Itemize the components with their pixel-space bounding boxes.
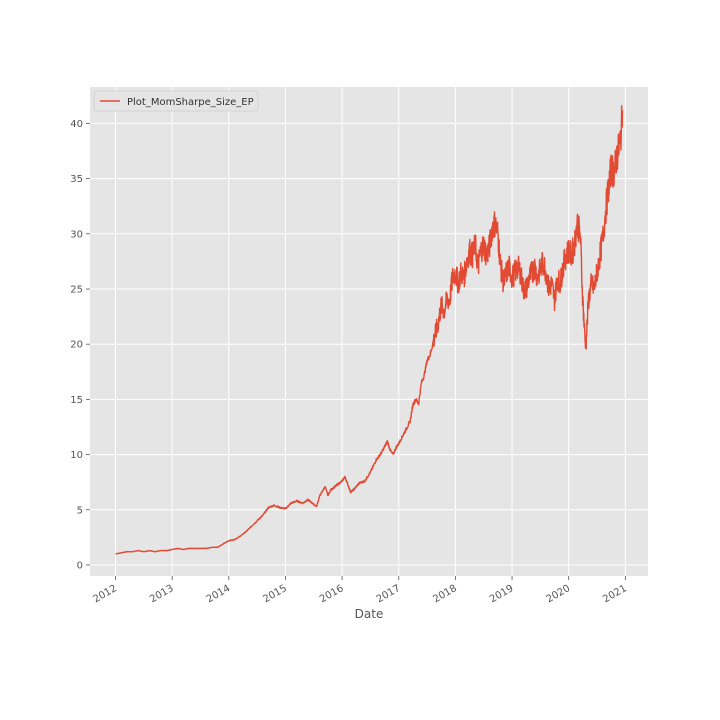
x-tick-label: 2013 xyxy=(148,583,176,605)
x-tick-label: 2016 xyxy=(318,583,346,605)
y-tick-label: 15 xyxy=(70,395,83,406)
y-tick-label: 35 xyxy=(70,174,83,185)
legend-box xyxy=(93,90,259,112)
x-axis-title: Date xyxy=(355,607,384,621)
y-tick-label: 30 xyxy=(70,229,83,240)
y-axis: 0 5 10 15 20 25 30 35 40 xyxy=(70,119,90,571)
x-tick-label: 2020 xyxy=(545,583,573,605)
x-tick-label: 2018 xyxy=(431,583,459,605)
y-tick-label: 25 xyxy=(70,285,83,296)
x-tick-label: 2019 xyxy=(488,583,516,605)
series-line xyxy=(115,105,624,555)
grid-lines xyxy=(90,87,648,576)
x-axis: 2012 2013 2014 2015 2016 2017 2018 2019 2020 2021 xyxy=(91,576,629,605)
x-tick-label: 2012 xyxy=(91,583,119,605)
legend-entry-label: Plot_MomSharpe_Size_EP xyxy=(127,97,254,108)
y-tick-label: 10 xyxy=(70,450,83,461)
plot-area-background xyxy=(90,87,648,576)
x-tick-label: 2014 xyxy=(205,583,233,605)
y-tick-label: 5 xyxy=(77,505,83,516)
legend: Plot_MomSharpe_Size_EP xyxy=(93,90,259,112)
y-tick-label: 40 xyxy=(70,119,83,130)
series-layer xyxy=(115,105,624,555)
x-tick-label: 2017 xyxy=(375,583,403,605)
x-tick-label: 2021 xyxy=(601,583,629,605)
y-tick-label: 20 xyxy=(70,340,83,351)
y-tick-label: 0 xyxy=(77,560,83,571)
x-tick-label: 2015 xyxy=(261,583,289,605)
